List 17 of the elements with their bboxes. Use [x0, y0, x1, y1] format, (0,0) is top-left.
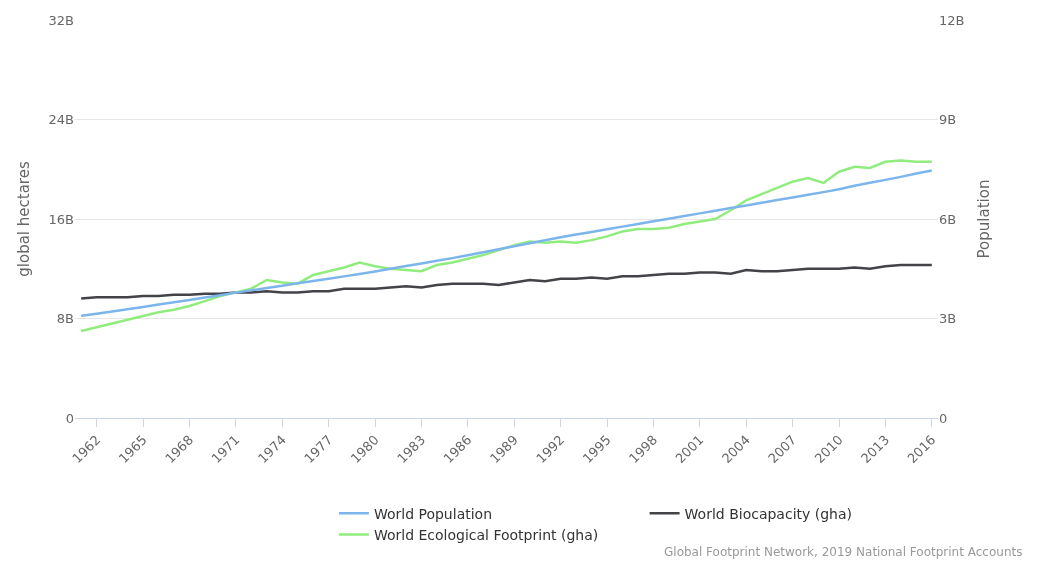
y-tick-label: 8B	[56, 311, 74, 327]
y-tick-label: 24B	[48, 112, 74, 128]
legend-label: World Ecological Footprint (gha)	[373, 526, 599, 543]
y-tick-label: 16B	[48, 211, 74, 227]
y2-axis-title: Population	[975, 179, 994, 259]
legend-label: World Biocapacity (gha)	[684, 505, 853, 522]
y2-tick-label: 3B	[939, 311, 957, 327]
y2-tick-label: 9B	[939, 112, 957, 128]
line-series	[79, 263, 934, 300]
y-tick-label: 32B	[48, 12, 74, 28]
y2-tick-label: 12B	[939, 12, 965, 28]
y2-tick-label: 6B	[939, 211, 957, 227]
legend-label: World Population	[373, 505, 493, 522]
y-axis-title: global hectares	[14, 161, 33, 277]
y2-tick-label: 0	[939, 410, 948, 426]
text: Global Footprint Network, 2019 National Footprint Accounts	[664, 545, 1023, 559]
y-tick-label: 0	[65, 410, 74, 426]
